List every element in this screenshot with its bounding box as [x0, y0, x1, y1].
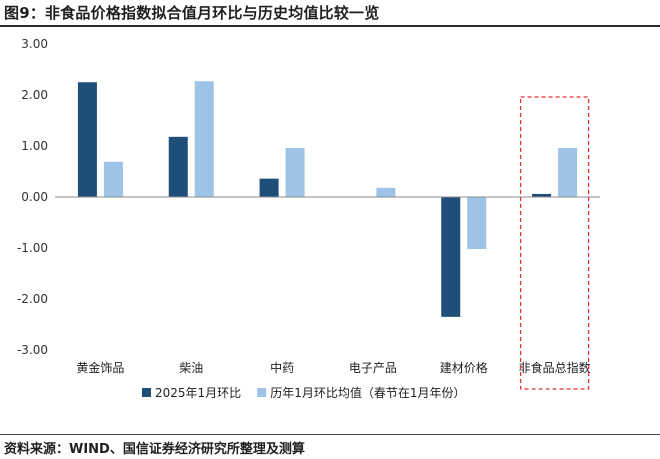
source-note: 资料来源：WIND、国信证券经济研究所整理及测算 — [4, 442, 305, 457]
title-rule — [0, 25, 660, 27]
category-label: 非食品总指数 — [519, 360, 591, 375]
legend: 2025年1月环比 历年1月环比均值（春节在1月年份） — [142, 385, 465, 400]
bar-current-4 — [441, 197, 461, 317]
legend-swatch — [257, 388, 267, 397]
bar-current-5 — [532, 193, 552, 197]
y-tick-label: -3.00 — [17, 343, 48, 357]
bar-historical-1 — [194, 81, 214, 197]
source-rule — [0, 434, 660, 435]
figure-title: 图9：非食品价格指数拟合值月环比与历史均值比较一览 — [4, 4, 380, 22]
bar-historical-0 — [103, 161, 123, 197]
y-tick-label: -1.00 — [17, 241, 48, 255]
bar-historical-3 — [376, 187, 396, 197]
legend-label: 2025年1月环比 — [155, 386, 241, 400]
bar-current-2 — [259, 178, 279, 197]
y-tick-label: 1.00 — [21, 139, 48, 153]
category-labels: 黄金饰品 柴油 中药 电子产品 建材价格 非食品总指数 — [76, 360, 590, 375]
category-label: 中药 — [270, 360, 294, 375]
y-tick-label: 3.00 — [21, 37, 48, 51]
bar-historical-5 — [558, 148, 578, 197]
category-label: 黄金饰品 — [76, 360, 124, 375]
category-label: 电子产品 — [349, 361, 397, 375]
y-tick-label: 2.00 — [21, 88, 48, 102]
y-axis-ticks: 3.00 2.00 1.00 0.00 -1.00 -2.00 -3.00 — [17, 37, 48, 357]
y-tick-label: -2.00 — [17, 292, 48, 306]
highlight-box — [519, 96, 590, 390]
legend-label: 历年1月环比均值（春节在1月年份） — [270, 385, 465, 400]
bar-historical-2 — [285, 148, 305, 197]
bar-chart: 3.00 2.00 1.00 0.00 -1.00 -2.00 -3.00 黄金饰品 柴油 中药… — [17, 37, 600, 400]
bar-historical-4 — [467, 197, 487, 250]
y-tick-label: 0.00 — [21, 190, 48, 204]
legend-swatch — [142, 388, 151, 397]
category-label: 建材价格 — [440, 360, 488, 375]
bar-series — [77, 81, 578, 317]
bar-current-0 — [77, 82, 97, 197]
bar-current-1 — [168, 136, 188, 197]
category-label: 柴油 — [179, 361, 203, 375]
